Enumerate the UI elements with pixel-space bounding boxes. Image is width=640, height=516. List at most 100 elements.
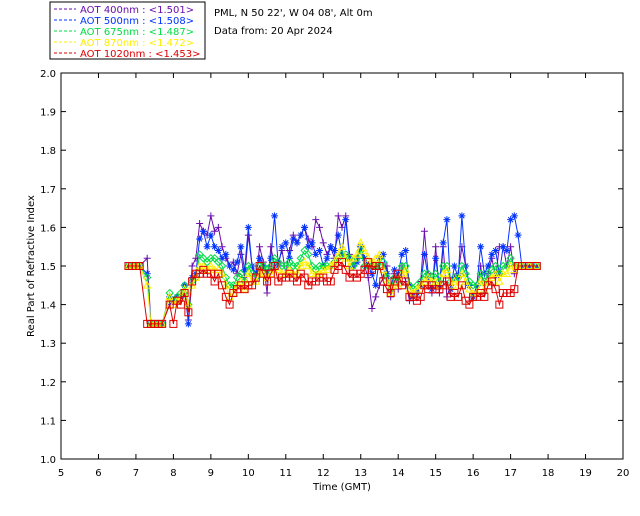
data-point xyxy=(371,253,381,262)
data-point xyxy=(438,269,448,278)
data-point xyxy=(386,289,395,298)
data-point xyxy=(488,250,496,258)
data-point xyxy=(352,249,362,258)
data-point xyxy=(443,216,451,224)
data-point xyxy=(401,277,410,286)
x-axis-label: Time (GMT) xyxy=(312,482,371,493)
data-point xyxy=(372,293,380,301)
x-tick-label: 13 xyxy=(354,468,367,479)
data-point xyxy=(225,300,234,309)
data-point xyxy=(285,265,294,274)
data-point xyxy=(192,254,200,262)
data-point xyxy=(256,243,264,251)
data-point xyxy=(296,261,306,270)
data-point xyxy=(236,276,246,285)
y-tick-label: 1.0 xyxy=(40,455,56,466)
data-point xyxy=(364,274,372,282)
y-tick-label: 1.4 xyxy=(40,301,56,312)
data-point xyxy=(256,254,264,262)
data-point xyxy=(143,254,151,262)
data-point xyxy=(327,243,335,251)
data-point xyxy=(465,284,474,293)
data-point xyxy=(267,243,275,251)
data-point xyxy=(308,239,316,247)
data-point xyxy=(375,249,384,258)
data-point xyxy=(360,246,369,254)
data-point xyxy=(304,243,312,251)
data-point xyxy=(211,227,219,235)
x-tick-label: 18 xyxy=(542,468,555,479)
legend-entry: AOT 1020nm : <1.453> xyxy=(80,49,200,60)
x-tick-label: 11 xyxy=(279,468,292,479)
data-point xyxy=(203,243,211,251)
data-point xyxy=(507,243,515,251)
data-point xyxy=(457,269,467,278)
y-tick-label: 1.2 xyxy=(40,378,56,389)
x-tick-label: 10 xyxy=(242,468,255,479)
data-point xyxy=(398,250,406,258)
data-point xyxy=(142,280,152,289)
data-point xyxy=(319,239,327,247)
data-point xyxy=(334,212,342,220)
data-point xyxy=(379,277,388,286)
legend-entry: AOT 675nm : <1.487> xyxy=(80,27,194,38)
data-point xyxy=(416,292,425,301)
x-tick-label: 7 xyxy=(133,468,139,479)
data-point xyxy=(457,281,466,290)
series-layer xyxy=(124,212,542,329)
data-point xyxy=(338,223,346,231)
y-tick-label: 1.3 xyxy=(40,339,56,350)
x-tick-label: 14 xyxy=(392,468,405,479)
data-point xyxy=(375,262,384,270)
data-point xyxy=(510,212,518,220)
data-point xyxy=(506,261,515,270)
data-point xyxy=(282,239,290,247)
data-point xyxy=(218,243,226,251)
data-point xyxy=(348,253,358,262)
data-point xyxy=(196,235,204,243)
data-point xyxy=(289,235,297,243)
legend-entry: AOT 400nm : <1.501> xyxy=(80,5,194,16)
data-point xyxy=(331,247,339,255)
data-point xyxy=(491,269,500,278)
data-point xyxy=(165,292,175,301)
data-point xyxy=(420,276,429,285)
data-point xyxy=(263,277,272,286)
x-tick-label: 5 xyxy=(58,468,64,479)
data-point xyxy=(188,262,196,270)
data-point xyxy=(401,265,411,274)
data-point xyxy=(356,238,366,247)
data-point xyxy=(271,212,279,220)
legend: AOT 400nm : <1.501>AOT 500nm : <1.508>AO… xyxy=(54,5,200,60)
data-point xyxy=(442,277,451,286)
data-point xyxy=(184,308,193,317)
data-point xyxy=(510,285,519,294)
data-point xyxy=(495,276,504,285)
data-point xyxy=(258,269,268,278)
data-point xyxy=(278,243,286,251)
x-tick-label: 19 xyxy=(579,468,592,479)
data-point xyxy=(199,227,207,235)
data-point xyxy=(176,300,185,309)
y-tick-label: 1.1 xyxy=(40,416,56,427)
data-point xyxy=(297,231,305,239)
data-point xyxy=(532,262,541,270)
data-point xyxy=(499,243,507,251)
data-point xyxy=(312,250,320,258)
data-point xyxy=(266,269,276,278)
data-point xyxy=(334,231,342,239)
data-point xyxy=(326,277,335,286)
data-point xyxy=(420,227,428,235)
data-point xyxy=(316,223,324,231)
data-point xyxy=(214,247,222,255)
x-tick-label: 15 xyxy=(429,468,442,479)
data-point xyxy=(338,258,346,267)
data-point xyxy=(241,266,249,274)
data-point xyxy=(372,281,380,289)
data-point xyxy=(196,220,204,228)
data-point xyxy=(442,265,452,274)
data-point xyxy=(255,262,264,270)
x-tick-label: 20 xyxy=(617,468,630,479)
data-point xyxy=(211,243,219,251)
legend-entry: AOT 500nm : <1.508> xyxy=(80,16,194,27)
